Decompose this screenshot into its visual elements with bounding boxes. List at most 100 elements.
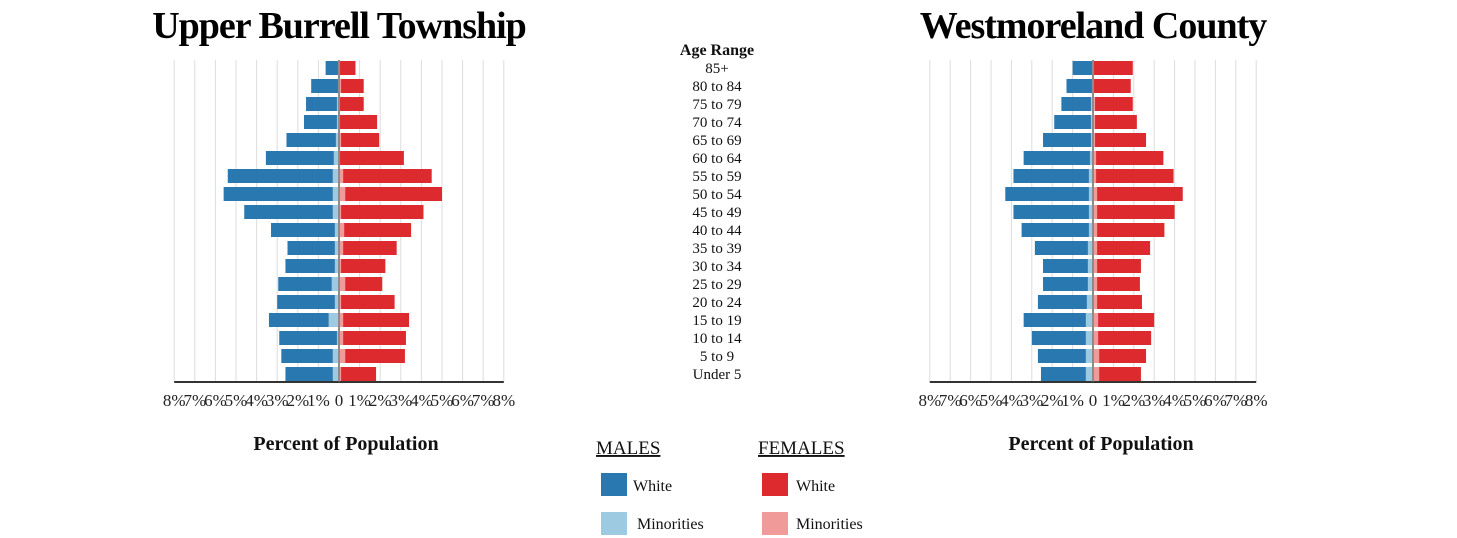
bar-male-white: [1040, 367, 1086, 381]
bar-male-white: [1005, 187, 1089, 201]
bar-male-white: [277, 295, 335, 309]
x-tick-label: 3%: [1143, 391, 1166, 410]
bar-female-white: [1094, 61, 1133, 75]
x-tick-label: 2%: [286, 391, 309, 410]
bar-female-minority: [340, 187, 346, 201]
x-tick-label: 3%: [266, 391, 289, 410]
x-axis-label-right: Percent of Population: [1008, 433, 1193, 455]
bar-male-minority: [1087, 241, 1092, 255]
x-tick-label: 8%: [163, 391, 186, 410]
x-tick-label: 6%: [204, 391, 227, 410]
age-range-label: 80 to 84: [692, 79, 742, 95]
bar-male-minority: [332, 205, 338, 219]
bar-female-white: [345, 277, 383, 291]
age-range-label: 85+: [705, 61, 728, 77]
bar-male-white: [1013, 169, 1089, 183]
bar-male-white: [325, 61, 338, 75]
bar-female-white: [1099, 367, 1141, 381]
bar-female-minority: [340, 241, 344, 255]
x-tick-label: 8%: [1245, 391, 1268, 410]
bar-male-white: [1043, 259, 1088, 273]
bar-male-minority: [1085, 349, 1092, 363]
bar-male-white: [1013, 205, 1089, 219]
bar-female-white: [1097, 277, 1140, 291]
bar-male-white: [227, 169, 333, 183]
bar-male-minority: [336, 115, 338, 129]
bar-female-white: [340, 151, 404, 165]
bar-male-minority: [332, 169, 338, 183]
bar-female-minority: [1094, 223, 1098, 237]
age-range-label: 55 to 59: [692, 169, 741, 185]
legend-male-white-label: White: [633, 478, 672, 495]
bar-male-white: [287, 241, 335, 255]
bar-male-white: [268, 313, 329, 327]
legend-male-white-swatch: [601, 473, 627, 496]
x-tick-label: 3%: [1020, 391, 1043, 410]
bar-male-white: [1023, 313, 1086, 327]
bar-female-white: [343, 169, 432, 183]
bar-male-white: [306, 97, 337, 111]
x-tick-label: 2%: [1122, 391, 1145, 410]
x-tick-label: 7%: [183, 391, 206, 410]
age-range-label: 65 to 69: [692, 133, 741, 149]
bar-male-white: [265, 151, 334, 165]
x-tick-label: 5%: [431, 391, 454, 410]
bar-male-minority: [336, 97, 338, 111]
bar-female-white: [343, 241, 397, 255]
bar-male-white: [1054, 115, 1091, 129]
bar-female-minority: [1094, 151, 1097, 165]
bar-female-white: [1098, 331, 1152, 345]
bar-female-white: [1097, 223, 1165, 237]
bar-female-white: [341, 367, 377, 381]
x-tick-label: 4%: [410, 391, 433, 410]
x-tick-label: 6%: [959, 391, 982, 410]
bar-male-minority: [336, 331, 338, 345]
bar-male-white: [1066, 79, 1092, 93]
bar-female-white: [1095, 133, 1147, 147]
bar-female-minority: [1094, 115, 1096, 129]
age-range-label: 35 to 39: [692, 241, 741, 257]
x-tick-label: 2%: [1041, 391, 1064, 410]
x-axis-label-left: Percent of Population: [253, 433, 438, 455]
bar-male-minority: [333, 151, 338, 165]
bar-female-white: [341, 205, 424, 219]
bar-female-minority: [1094, 169, 1097, 183]
bar-female-white: [341, 259, 386, 273]
legend-males-title: MALES: [596, 438, 660, 459]
x-tick-label: 5%: [225, 391, 248, 410]
legend-male-minority-label: Minorities: [637, 516, 704, 533]
bar-female-minority: [340, 79, 342, 93]
bar-male-white: [281, 349, 333, 363]
legend-females-title: FEMALES: [758, 438, 845, 459]
bar-female-white: [340, 115, 378, 129]
bar-male-white: [244, 205, 333, 219]
bar-female-minority: [340, 259, 342, 273]
bar-male-white: [278, 277, 332, 291]
x-tick-label: 7%: [939, 391, 962, 410]
x-tick-label: 5%: [980, 391, 1003, 410]
bar-male-white: [1072, 61, 1092, 75]
bar-female-minority: [1094, 259, 1098, 273]
bar-female-minority: [340, 133, 342, 147]
bar-male-white: [279, 331, 337, 345]
bar-female-white: [1096, 151, 1164, 165]
x-tick-label: 0: [1089, 391, 1098, 410]
bar-male-white: [311, 79, 338, 93]
age-range-label: 25 to 29: [692, 277, 741, 293]
age-range-label: 75 to 79: [692, 97, 741, 113]
age-range-label: 5 to 9: [700, 349, 734, 365]
age-range-label: 30 to 34: [692, 259, 742, 275]
bar-male-minority: [1090, 97, 1092, 111]
x-tick-label: 1%: [307, 391, 330, 410]
bar-male-minority: [335, 133, 338, 147]
bar-male-white: [223, 187, 333, 201]
age-range-label: 15 to 19: [692, 313, 741, 329]
x-tick-label: 1%: [1061, 391, 1084, 410]
age-range-label: Under 5: [693, 367, 742, 383]
bar-female-white: [1097, 205, 1175, 219]
bar-female-minority: [1094, 367, 1100, 381]
bar-male-minority: [1087, 277, 1092, 291]
bar-female-minority: [1094, 331, 1099, 345]
legend-female-white-swatch: [762, 473, 788, 496]
